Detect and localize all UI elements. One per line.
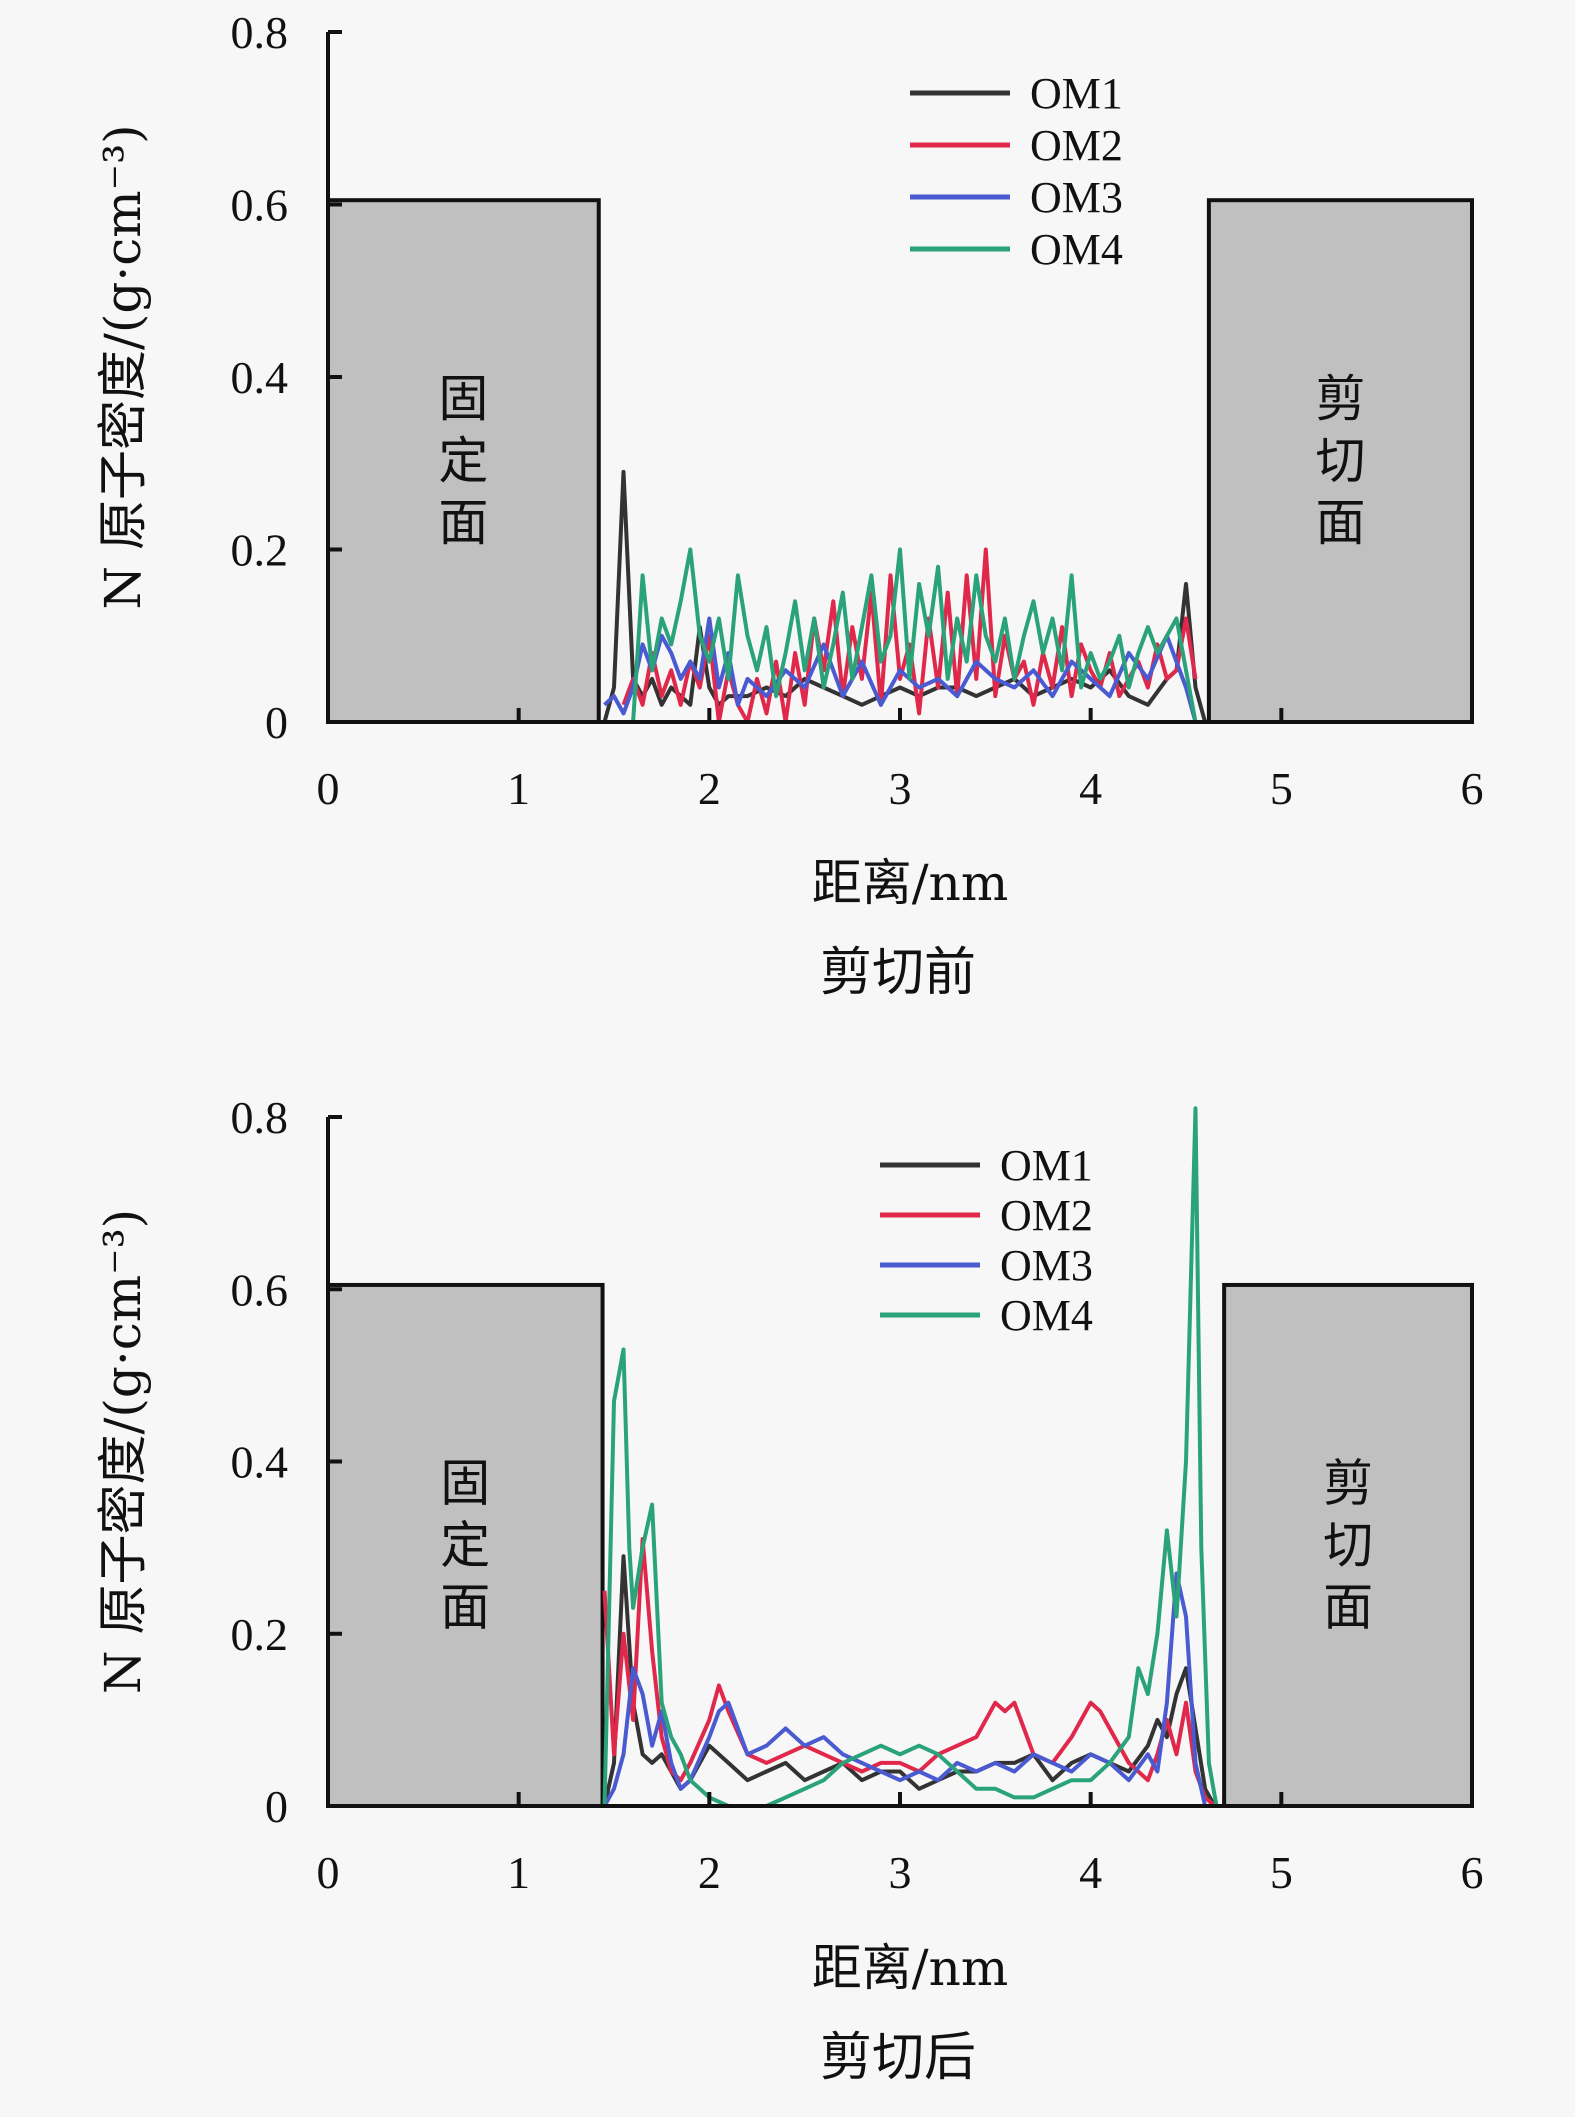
x-tick-label: 3 <box>889 1847 912 1898</box>
y-tick-label: 0 <box>265 1781 288 1832</box>
region-label: 剪切面 <box>1315 370 1365 552</box>
region-label-char: 面 <box>440 1578 490 1636</box>
legend-label-om1: OM1 <box>1030 69 1123 118</box>
chart-caption: 剪切前 <box>820 943 976 1003</box>
y-tick-label: 0 <box>265 697 288 748</box>
y-axis-label: N 原子密度/(g·cm⁻³) <box>94 1209 152 1694</box>
series-line-om4 <box>602 1106 1219 1808</box>
x-tick-label: 2 <box>698 1847 721 1898</box>
region-label-char: 固 <box>440 1454 490 1512</box>
y-tick-label: 0.6 <box>231 1264 289 1315</box>
region-2 <box>1222 1282 1474 1808</box>
region-label: 固定面 <box>440 1454 490 1636</box>
legend-label-om2: OM2 <box>1000 1191 1093 1240</box>
y-tick-label: 0.4 <box>231 352 289 403</box>
x-tick-label: 4 <box>1079 1847 1102 1898</box>
x-tick-label: 1 <box>507 1847 530 1898</box>
region-label: 剪切面 <box>1323 1454 1373 1636</box>
series-line-om4 <box>631 547 1198 723</box>
x-tick-label: 6 <box>1461 1847 1484 1898</box>
region-1 <box>326 1282 605 1808</box>
x-tick-label: 5 <box>1270 1847 1293 1898</box>
x-tick-label: 0 <box>317 1847 340 1898</box>
x-axis-label: 距离/nm <box>812 854 1008 912</box>
x-tick-label: 2 <box>698 763 721 814</box>
region-label-char: 定 <box>438 432 488 490</box>
series-line-om3 <box>602 1571 1208 1807</box>
y-axis-label: N 原子密度/(g·cm⁻³) <box>94 124 152 609</box>
region-label: 固定面 <box>438 370 488 552</box>
legend-label-om3: OM3 <box>1030 173 1123 222</box>
x-tick-label: 4 <box>1079 763 1102 814</box>
legend-label-om4: OM4 <box>1000 1291 1093 1340</box>
region-label-char: 剪 <box>1323 1454 1373 1512</box>
legend-label-om4: OM4 <box>1030 225 1123 274</box>
region-label-char: 面 <box>438 494 488 552</box>
legend-label-om2: OM2 <box>1030 121 1123 170</box>
legend-label-om1: OM1 <box>1000 1141 1093 1190</box>
y-tick-label: 0.2 <box>231 525 289 576</box>
y-tick-label: 0.8 <box>231 1092 289 1143</box>
y-tick-label: 0.8 <box>231 7 289 58</box>
y-tick-label: 0.2 <box>231 1609 289 1660</box>
chart-caption: 剪切后 <box>820 2028 976 2088</box>
region-label-char: 固 <box>438 370 488 428</box>
region-1 <box>326 198 601 724</box>
x-tick-label: 5 <box>1270 763 1293 814</box>
legend-label-om3: OM3 <box>1000 1241 1093 1290</box>
region-label-char: 切 <box>1315 432 1365 490</box>
region-2 <box>1206 198 1474 724</box>
x-tick-label: 1 <box>507 763 530 814</box>
region-label-char: 定 <box>440 1516 490 1574</box>
x-axis-label: 距离/nm <box>812 1939 1008 1997</box>
region-label-char: 切 <box>1323 1516 1373 1574</box>
region-label-char: 面 <box>1323 1578 1373 1636</box>
x-tick-label: 6 <box>1461 763 1484 814</box>
region-label-char: 面 <box>1315 494 1365 552</box>
y-tick-label: 0.4 <box>231 1437 289 1488</box>
region-label-char: 剪 <box>1315 370 1365 428</box>
y-tick-label: 0.6 <box>231 180 289 231</box>
x-tick-label: 3 <box>889 763 912 814</box>
x-tick-label: 0 <box>317 763 340 814</box>
